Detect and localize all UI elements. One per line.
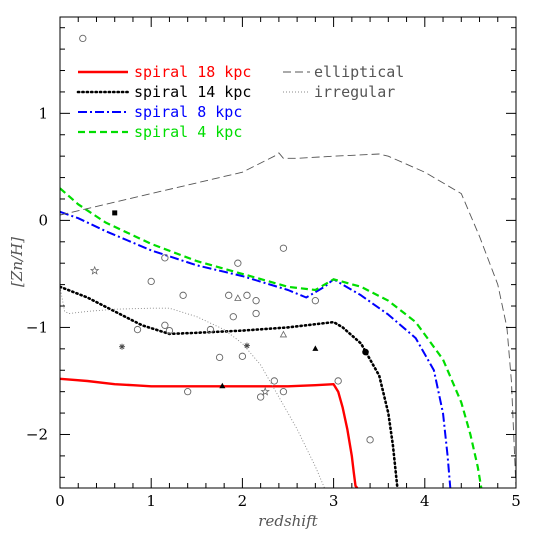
point-filled-triangle	[312, 345, 319, 351]
x-tick-label: 0	[55, 492, 65, 510]
data-layer	[60, 152, 516, 488]
point-open-triangle	[279, 330, 288, 338]
series-line-spiral-14-kpc	[60, 285, 399, 488]
point-open-circle	[252, 297, 260, 305]
points-layer	[79, 34, 374, 444]
point-open-circle	[256, 393, 265, 401]
legend-label-irregular: irregular	[314, 83, 395, 101]
point-filled-triangle	[219, 382, 226, 389]
point-open-circle	[215, 353, 224, 362]
point-open-circle	[79, 34, 87, 43]
x-tick-label: 1	[146, 492, 156, 510]
asterisk-arm	[119, 344, 125, 350]
x-tick-label: 5	[511, 492, 521, 510]
point-open-star	[260, 386, 270, 396]
x-tick-label: 2	[238, 492, 248, 510]
point-asterisk	[243, 342, 250, 349]
asterisk-arm	[244, 343, 250, 349]
point-open-circle	[311, 297, 320, 305]
point-open-circle	[133, 325, 142, 334]
point-open-circle	[279, 388, 288, 396]
legend-label-spiral-18: spiral 18 kpc	[134, 63, 251, 81]
y-tick-label: −1	[26, 318, 48, 336]
point-open-circle	[161, 321, 169, 329]
point-open-star	[89, 265, 100, 275]
point-open-triangle	[234, 294, 242, 301]
legend-label-elliptical: elliptical	[314, 63, 404, 81]
y-tick-label: 0	[38, 211, 48, 229]
legend: spiral 18 kpc spiral 14 kpc spiral 8 kpc…	[76, 63, 404, 141]
point-open-circle	[147, 277, 155, 286]
point-open-circle	[243, 291, 251, 299]
point-open-circle	[161, 254, 169, 262]
point-open-circle	[234, 259, 242, 267]
y-tick-label: −2	[26, 425, 48, 443]
series-line-irregular	[60, 286, 326, 488]
y-tick-label: 1	[38, 104, 48, 122]
point-open-circle	[184, 388, 192, 396]
y-axis-label: [Zn/H]	[8, 237, 26, 287]
point-filled-circle	[362, 348, 369, 356]
point-open-circle	[165, 326, 174, 335]
series-line-spiral-8-kpc	[60, 210, 452, 488]
series-line-elliptical	[60, 152, 516, 488]
point-open-circle	[206, 325, 215, 334]
point-asterisk	[119, 343, 126, 350]
series-line-spiral-4-kpc	[60, 187, 483, 488]
point-open-circle	[238, 352, 247, 360]
point-open-circle	[366, 436, 374, 444]
point-filled-square	[112, 210, 118, 216]
x-tick-label: 3	[329, 492, 339, 510]
legend-label-spiral-14: spiral 14 kpc	[134, 83, 251, 101]
series-line-spiral-18-kpc	[60, 377, 359, 488]
x-tick-label: 4	[420, 492, 430, 510]
point-open-circle	[179, 291, 187, 299]
tick-labels-layer: 0 1 2 3 4 5 −2 −1 0 1	[26, 104, 521, 510]
point-open-circle	[270, 377, 278, 385]
point-open-circle	[334, 377, 342, 385]
ticks-layer	[59, 17, 517, 488]
point-open-circle	[229, 313, 237, 321]
point-open-circle	[225, 291, 233, 299]
x-axis-label: redshift	[258, 512, 318, 530]
plot-frame	[59, 16, 517, 489]
legend-label-spiral-4: spiral 4 kpc	[134, 123, 242, 141]
point-open-circle	[252, 309, 260, 318]
point-open-circle	[279, 244, 288, 252]
legend-label-spiral-8: spiral 8 kpc	[134, 103, 242, 121]
axes-layer	[59, 16, 517, 489]
